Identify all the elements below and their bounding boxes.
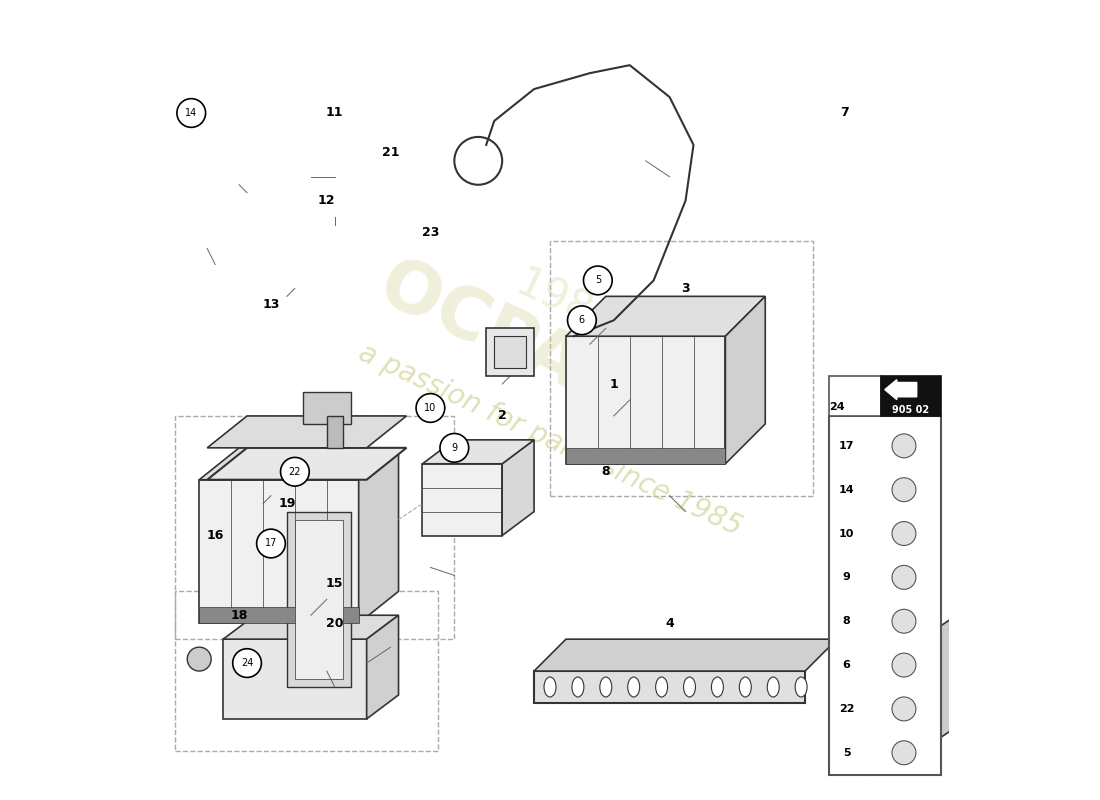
Ellipse shape (739, 677, 751, 697)
Polygon shape (535, 639, 837, 671)
Text: 1985: 1985 (509, 263, 623, 346)
Bar (327, 416, 343, 448)
Text: 18: 18 (230, 609, 248, 622)
Text: 6: 6 (579, 315, 585, 326)
Text: 4: 4 (666, 617, 674, 630)
Text: 17: 17 (839, 441, 855, 451)
Polygon shape (852, 631, 933, 743)
Circle shape (177, 98, 206, 127)
Text: 5: 5 (595, 275, 601, 286)
Circle shape (440, 434, 469, 462)
Text: 11: 11 (326, 106, 343, 119)
Text: 24: 24 (829, 402, 845, 412)
Text: 2: 2 (498, 410, 506, 422)
Bar (829, 416, 940, 774)
Ellipse shape (767, 677, 779, 697)
Polygon shape (223, 639, 366, 719)
Polygon shape (223, 615, 398, 639)
Bar (565, 448, 725, 464)
Text: 22: 22 (839, 704, 855, 714)
Polygon shape (422, 440, 535, 464)
Bar (175, 416, 454, 639)
FancyArrow shape (884, 380, 916, 400)
Bar (881, 376, 940, 416)
Text: 7: 7 (840, 106, 849, 119)
Polygon shape (933, 615, 957, 743)
Bar (199, 607, 359, 623)
Polygon shape (359, 448, 398, 623)
Circle shape (892, 478, 916, 502)
Polygon shape (503, 440, 535, 535)
Bar (302, 392, 351, 424)
Bar (829, 376, 881, 416)
Polygon shape (725, 296, 766, 464)
Text: 3: 3 (681, 282, 690, 295)
Text: 1: 1 (609, 378, 618, 390)
Circle shape (187, 647, 211, 671)
Text: 16: 16 (207, 529, 224, 542)
Text: 22: 22 (288, 466, 301, 477)
Circle shape (583, 266, 613, 294)
Circle shape (280, 458, 309, 486)
Text: 10: 10 (425, 403, 437, 413)
Text: 14: 14 (185, 108, 197, 118)
Ellipse shape (628, 677, 640, 697)
Polygon shape (207, 416, 407, 448)
Bar (175, 591, 439, 750)
Ellipse shape (544, 677, 556, 697)
Text: 9: 9 (843, 572, 850, 582)
Bar (550, 241, 813, 496)
Polygon shape (565, 296, 766, 336)
Text: 24: 24 (241, 658, 253, 668)
Text: 21: 21 (382, 146, 399, 159)
Ellipse shape (683, 677, 695, 697)
Circle shape (892, 610, 916, 633)
Polygon shape (199, 448, 398, 480)
Circle shape (892, 697, 916, 721)
Polygon shape (565, 336, 725, 464)
Text: 8: 8 (602, 466, 610, 478)
Text: 20: 20 (326, 617, 343, 630)
Ellipse shape (795, 677, 807, 697)
Text: 6: 6 (843, 660, 850, 670)
Circle shape (892, 434, 916, 458)
Bar (486, 328, 535, 376)
Circle shape (892, 741, 916, 765)
Polygon shape (535, 671, 805, 703)
Polygon shape (422, 464, 503, 535)
Circle shape (256, 529, 285, 558)
Text: 14: 14 (839, 485, 855, 494)
Text: 19: 19 (278, 497, 296, 510)
Ellipse shape (656, 677, 668, 697)
Text: 23: 23 (421, 226, 439, 239)
Circle shape (233, 649, 262, 678)
Polygon shape (199, 480, 359, 623)
Ellipse shape (572, 677, 584, 697)
Ellipse shape (712, 677, 724, 697)
Bar (287, 512, 351, 687)
Circle shape (568, 306, 596, 334)
Text: 5: 5 (843, 748, 850, 758)
Text: 9: 9 (451, 443, 458, 453)
Text: 8: 8 (843, 616, 850, 626)
Bar (494, 336, 526, 368)
Circle shape (416, 394, 444, 422)
Polygon shape (207, 448, 407, 480)
Polygon shape (366, 615, 398, 719)
Text: 905 02: 905 02 (892, 405, 929, 414)
Circle shape (892, 653, 916, 677)
Text: 12: 12 (318, 194, 336, 207)
Text: a passion for parts since 1985: a passion for parts since 1985 (354, 338, 746, 542)
Bar (295, 519, 343, 679)
Circle shape (892, 566, 916, 590)
Text: 15: 15 (326, 577, 343, 590)
Text: 10: 10 (839, 529, 855, 538)
Text: OCPARTS: OCPARTS (367, 250, 733, 470)
Ellipse shape (600, 677, 612, 697)
Text: 13: 13 (262, 298, 279, 311)
Circle shape (892, 522, 916, 546)
Text: 17: 17 (265, 538, 277, 549)
Polygon shape (852, 599, 933, 631)
